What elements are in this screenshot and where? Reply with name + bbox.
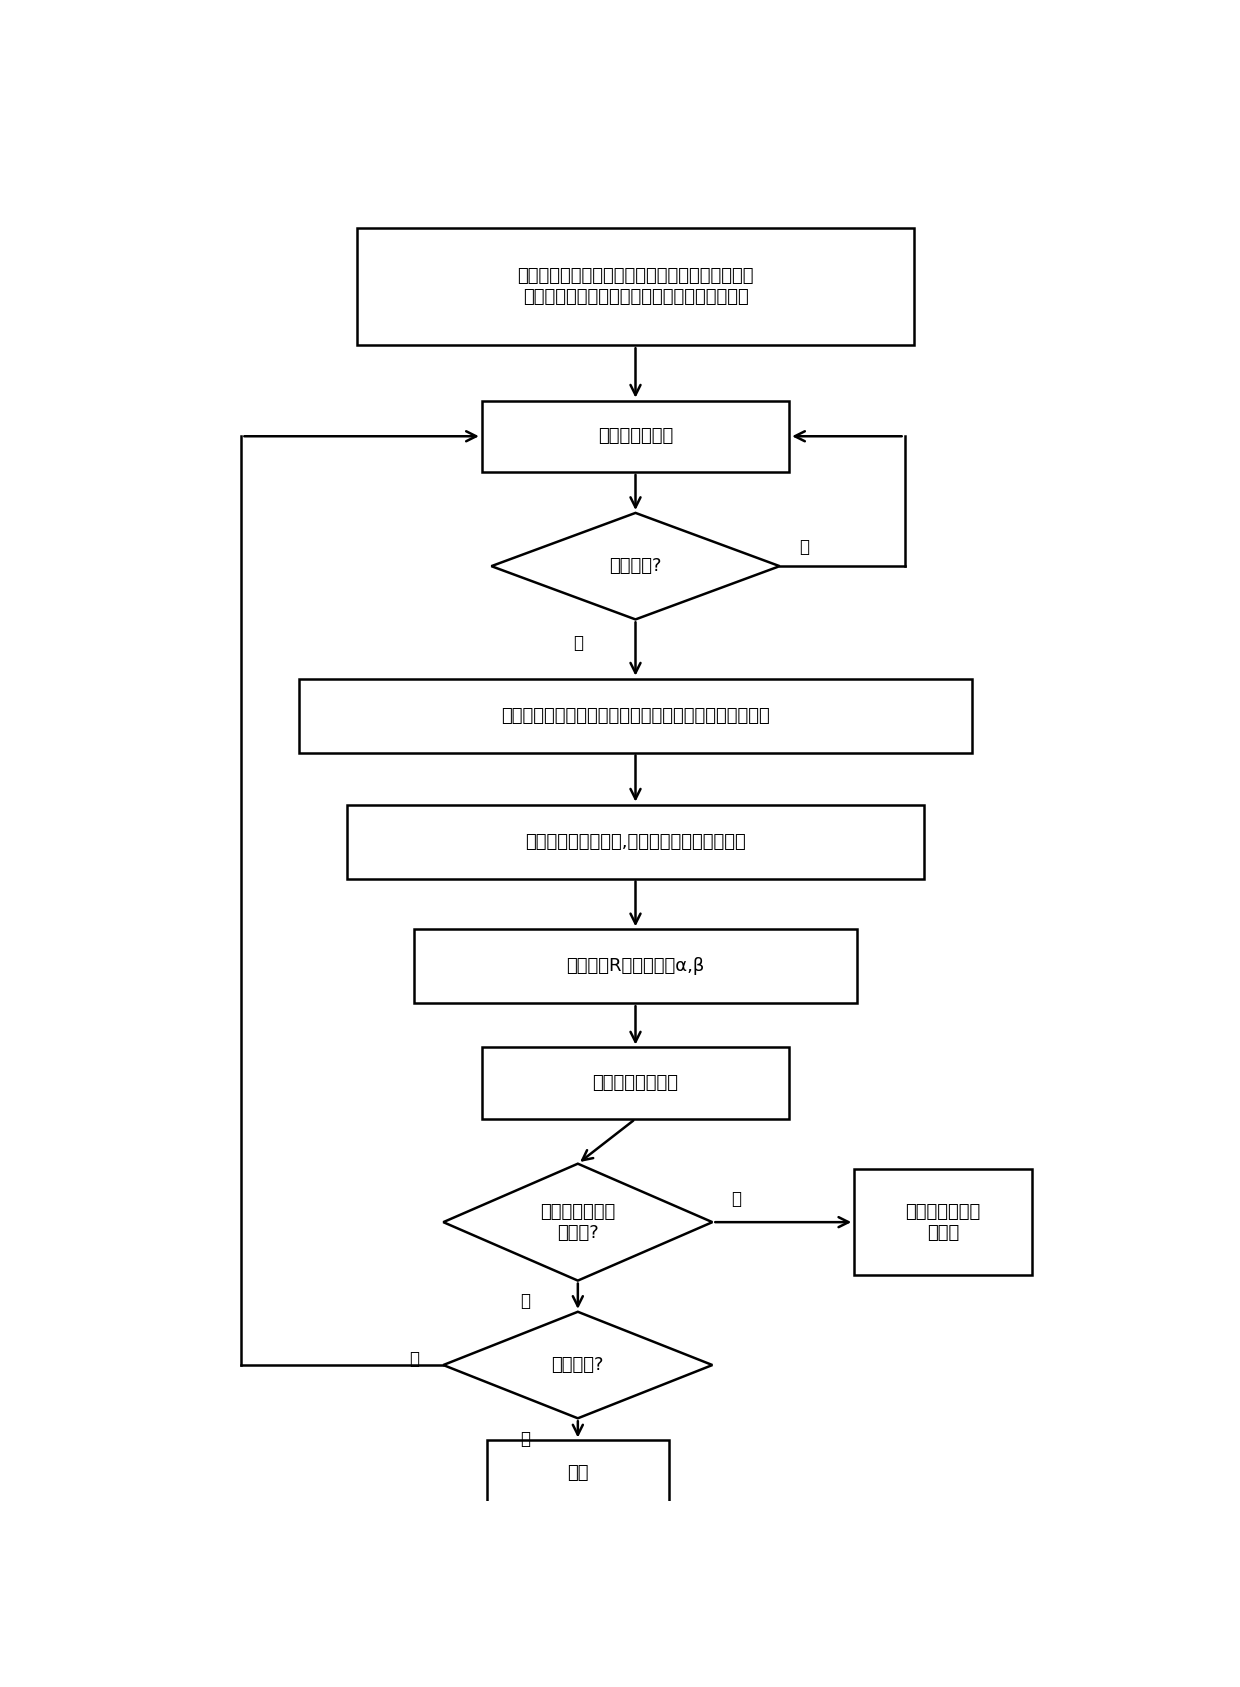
Text: 施工结束?: 施工结束? <box>552 1356 604 1373</box>
Text: 否: 否 <box>732 1189 742 1208</box>
FancyBboxPatch shape <box>414 930 857 1004</box>
Polygon shape <box>444 1312 713 1419</box>
FancyBboxPatch shape <box>854 1169 1032 1275</box>
Text: 否: 否 <box>409 1350 419 1368</box>
FancyBboxPatch shape <box>481 1048 789 1118</box>
Text: 停机: 停机 <box>567 1464 589 1481</box>
Text: 测量距离R，测量角度α,β: 测量距离R，测量角度α,β <box>567 957 704 975</box>
FancyBboxPatch shape <box>357 228 914 346</box>
Text: 是: 是 <box>520 1292 529 1311</box>
Text: 报警，等待操作
员介入: 报警，等待操作 员介入 <box>905 1203 981 1242</box>
Text: 识别靶标的轮廓: 识别靶标的轮廓 <box>598 427 673 445</box>
Text: 识别成功?: 识别成功? <box>609 557 662 575</box>
Text: 靶标中心在安全
区域内?: 靶标中心在安全 区域内? <box>541 1203 615 1242</box>
FancyBboxPatch shape <box>299 678 972 752</box>
Polygon shape <box>491 513 780 619</box>
FancyBboxPatch shape <box>347 805 924 879</box>
Text: 初始化：设定本地坐标系方向、原点、安全区域。
粗略调整云台角度，使得摄像机能拍摄到靶标。: 初始化：设定本地坐标系方向、原点、安全区域。 粗略调整云台角度，使得摄像机能拍摄… <box>517 268 754 307</box>
Text: 对云台进行自动控制,使摄像机指向靶标中心。: 对云台进行自动控制,使摄像机指向靶标中心。 <box>525 833 746 850</box>
Text: 计算靶标图像轮廓中心到整幅图像中心的纵向和横向误差: 计算靶标图像轮廓中心到整幅图像中心的纵向和横向误差 <box>501 707 770 724</box>
Text: 计算靶标中心坐标: 计算靶标中心坐标 <box>593 1075 678 1091</box>
Text: 是: 是 <box>520 1431 529 1447</box>
Text: 是: 是 <box>573 634 583 651</box>
FancyBboxPatch shape <box>486 1441 670 1505</box>
Polygon shape <box>444 1164 713 1280</box>
Text: 否: 否 <box>799 538 808 555</box>
FancyBboxPatch shape <box>481 400 789 472</box>
